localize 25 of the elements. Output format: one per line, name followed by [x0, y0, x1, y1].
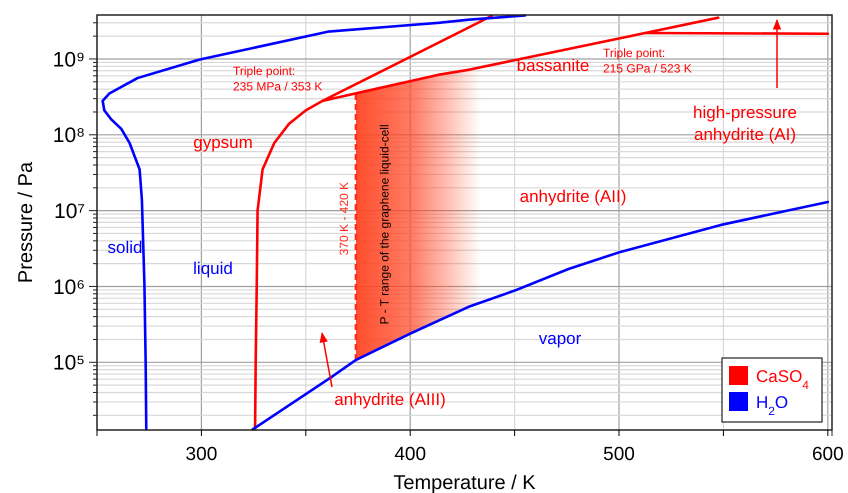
- x-tick-label: 500: [603, 444, 635, 465]
- legend-label: H$_{2}$O: [756, 393, 788, 418]
- x-axis-title: Temperature / K: [393, 472, 536, 493]
- annotation: anhydrite (AII): [520, 187, 626, 206]
- annotation: Triple point: 215 GPa / 523 K: [603, 46, 692, 76]
- x-tick-label: 300: [186, 444, 218, 465]
- annotation: bassanite: [516, 56, 590, 75]
- annotation: anhydrite (AIII): [334, 390, 446, 409]
- y-tick-label: 10⁶: [52, 276, 85, 299]
- y-tick-label: 10⁵: [52, 352, 85, 375]
- x-tick-label: 600: [812, 444, 844, 465]
- y-tick-label: 10⁹: [52, 48, 85, 72]
- y-tick-label: 10⁷: [54, 200, 85, 223]
- annotation: solid: [108, 238, 142, 257]
- legend-label: CaSO$_{4}$: [756, 367, 810, 392]
- y-axis-title: Pressure / Pa: [15, 161, 37, 284]
- ref-line-label: 370 K - 420 K: [336, 182, 351, 256]
- annotation: liquid: [193, 259, 233, 278]
- y-tick-label: 10⁸: [52, 124, 85, 148]
- annotation: high-pressure anhydrite (AI): [693, 103, 797, 144]
- band-label: P - T range of the graphene liquid-cell: [378, 124, 392, 325]
- annotation: Triple point: 235 MPa / 353 K: [233, 64, 322, 94]
- x-tick-label: 400: [394, 444, 426, 465]
- annotation: gypsum: [193, 133, 253, 152]
- annotation: vapor: [538, 329, 582, 348]
